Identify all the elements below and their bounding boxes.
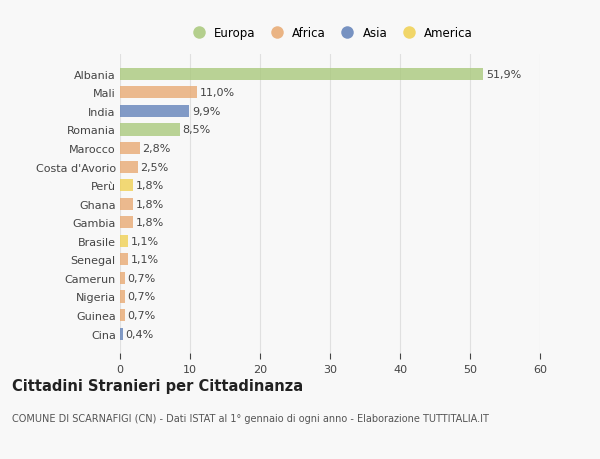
Text: 1,8%: 1,8% (136, 218, 164, 228)
Text: 51,9%: 51,9% (486, 70, 521, 80)
Bar (120, 198, 133, 210)
Bar (120, 272, 125, 284)
Bar (120, 69, 484, 81)
Bar (120, 180, 133, 192)
Bar (120, 161, 137, 173)
Text: 0,7%: 0,7% (128, 273, 156, 283)
Bar (120, 217, 133, 229)
Bar (120, 106, 190, 118)
Bar (120, 291, 125, 303)
Text: Cittadini Stranieri per Cittadinanza: Cittadini Stranieri per Cittadinanza (12, 379, 303, 394)
Bar (120, 235, 128, 247)
Bar (120, 254, 128, 266)
Text: 0,7%: 0,7% (128, 292, 156, 302)
Text: 0,7%: 0,7% (128, 310, 156, 320)
Text: 1,8%: 1,8% (136, 181, 164, 191)
Text: 9,9%: 9,9% (192, 106, 220, 117)
Text: COMUNE DI SCARNAFIGI (CN) - Dati ISTAT al 1° gennaio di ogni anno - Elaborazione: COMUNE DI SCARNAFIGI (CN) - Dati ISTAT a… (12, 413, 489, 423)
Bar (120, 124, 179, 136)
Text: 1,1%: 1,1% (131, 236, 158, 246)
Text: 11,0%: 11,0% (200, 88, 235, 98)
Bar (120, 143, 140, 155)
Bar (120, 87, 197, 99)
Text: 1,8%: 1,8% (136, 199, 164, 209)
Bar (120, 309, 125, 321)
Text: 8,5%: 8,5% (182, 125, 211, 135)
Legend: Europa, Africa, Asia, America: Europa, Africa, Asia, America (182, 22, 478, 45)
Text: 2,5%: 2,5% (140, 162, 169, 172)
Text: 0,4%: 0,4% (125, 329, 154, 339)
Bar (120, 328, 123, 340)
Text: 1,1%: 1,1% (131, 255, 158, 265)
Text: 2,8%: 2,8% (142, 144, 171, 154)
